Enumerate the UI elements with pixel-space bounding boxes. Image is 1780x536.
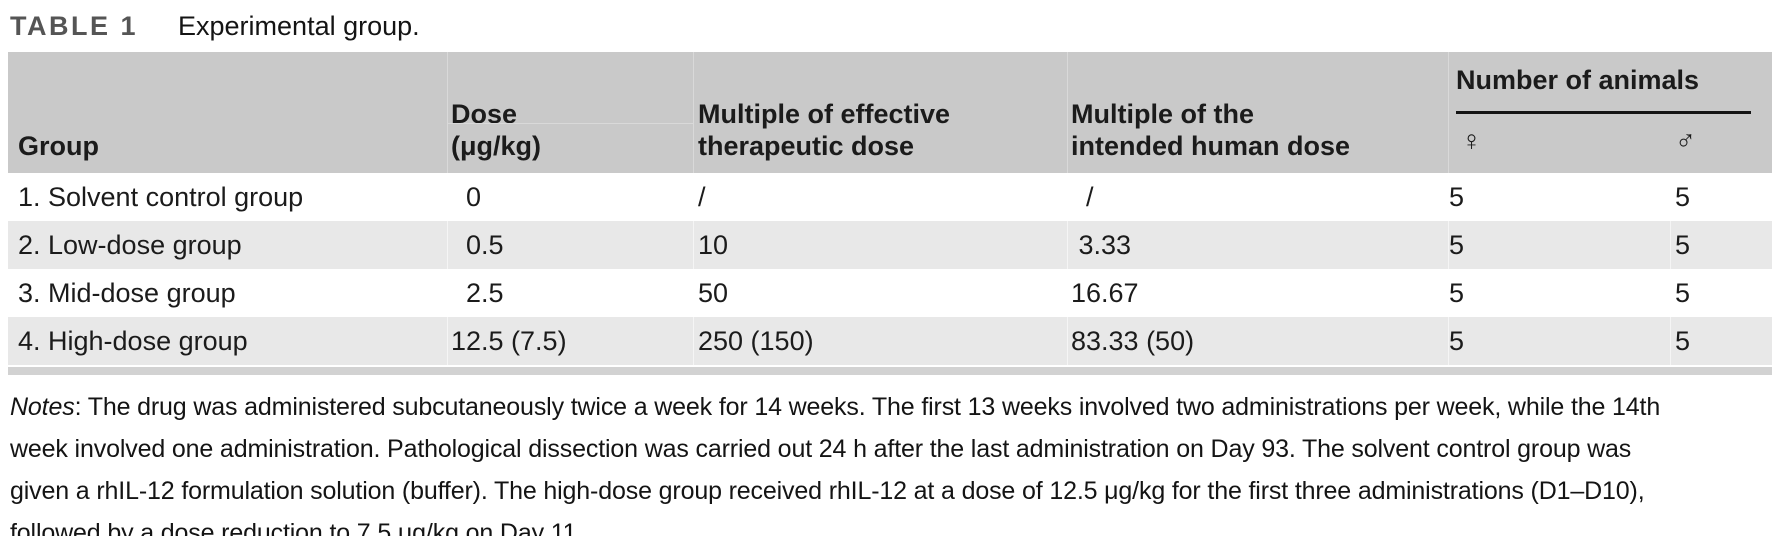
notes-line-2: week involved one administration. Pathol… [10,435,1632,463]
table-bottom-bar [8,367,1772,375]
cell-effective-multiple: 50 [693,269,1067,317]
cell-male-count: 5 [1670,173,1772,221]
cell-female-count: 5 [1448,269,1670,317]
cell-male-count: 5 [1670,221,1772,269]
male-symbol-icon: ♂ [1675,125,1696,156]
notes-line-1-text: : The drug was administered subcutaneous… [74,393,1661,421]
cell-dose: 0.5 [447,221,693,269]
notes-line-4: followed by a dose reduction to 7.5 μg/k… [10,519,584,536]
notes-line-1: Notes: The drug was administered subcuta… [10,386,1776,428]
header-effective-line2: therapeutic dose [698,131,915,161]
header-inner-divider [447,123,693,124]
table-row-low-dose: 2. Low-dose group 0.5 10 3.33 5 5 [8,221,1772,269]
cell-group: 1. Solvent control group [18,181,304,212]
cell-human-multiple: 16.67 [1067,269,1448,317]
table-caption: TABLE 1 Experimental group. [10,11,420,42]
cell-human-multiple: 3.33 [1067,221,1448,269]
cell-human-multiple: / [1067,173,1448,221]
cell-effective-multiple: / [693,173,1067,221]
table-row-mid-dose: 3. Mid-dose group 2.5 50 16.67 5 5 [8,269,1772,317]
cell-effective-multiple: 250 (150) [693,317,1067,365]
caption-text: Experimental group. [178,11,420,41]
header-cell-effective-dose: Multiple of effective therapeutic dose [693,52,1067,173]
cell-female-count: 5 [1448,173,1670,221]
header-dose-line2: (μg/kg) [451,131,542,161]
table-notes: Notes: The drug was administered subcuta… [10,386,1776,536]
animals-title: Number of animals [1456,65,1700,95]
header-group-label: Group [18,131,99,161]
cell-human-multiple: 83.33 (50) [1067,317,1448,365]
cell-male-count: 5 [1670,269,1772,317]
cell-dose: 12.5 (7.5) [447,317,693,365]
animals-subheader: ♀ ♂ [1456,125,1772,156]
notes-line-3: given a rhIL-12 formulation solution (bu… [10,477,1645,505]
cell-dose: 2.5 [447,269,693,317]
table-header-row: Group Dose (μg/kg) Multiple of effective… [8,52,1772,173]
header-effective-line1: Multiple of effective [698,99,951,129]
table-row-high-dose: 4. High-dose group 12.5 (7.5) 250 (150) … [8,317,1772,365]
cell-group: 2. Low-dose group [18,229,242,260]
cell-male-count: 5 [1670,317,1772,365]
experimental-group-table: Group Dose (μg/kg) Multiple of effective… [8,52,1772,375]
female-symbol-icon: ♀ [1461,125,1482,156]
header-dose-line1: Dose [451,99,518,129]
header-group-number-of-animals: Number of animals ♀ ♂ [1448,52,1772,173]
notes-prefix: Notes [10,393,75,421]
cell-female-count: 5 [1448,221,1670,269]
cell-female-count: 5 [1448,317,1670,365]
cell-group: 3. Mid-dose group [18,277,236,308]
table-row-solvent-control: 1. Solvent control group 0 / / 5 5 [8,173,1772,221]
header-human-line1: Multiple of the [1071,99,1254,129]
cell-effective-multiple: 10 [693,221,1067,269]
cell-group: 4. High-dose group [18,325,248,356]
caption-label: TABLE 1 [10,11,139,41]
header-cell-human-dose: Multiple of the intended human dose [1067,52,1448,173]
header-cell-group: Group [8,52,447,173]
header-cell-dose: Dose (μg/kg) [447,52,693,173]
cell-dose: 0 [447,173,693,221]
animals-underline [1456,111,1751,114]
header-human-line2: intended human dose [1071,131,1351,161]
